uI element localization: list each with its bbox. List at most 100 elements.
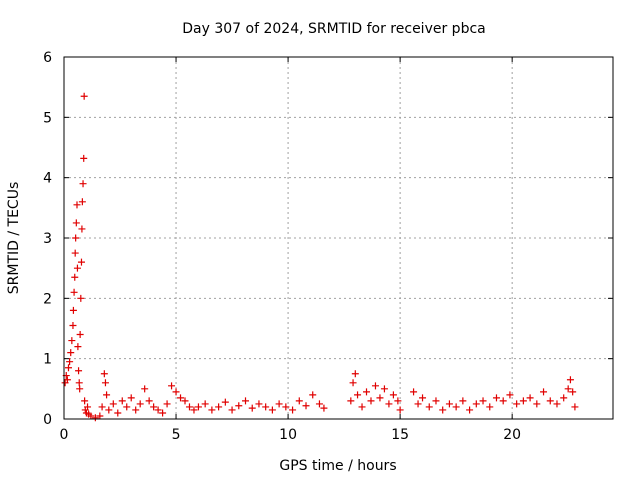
data-point xyxy=(81,397,89,405)
data-point xyxy=(309,391,317,399)
data-point xyxy=(80,154,88,162)
data-point xyxy=(414,400,422,408)
data-point xyxy=(513,400,521,408)
x-tick-label: 10 xyxy=(279,427,297,443)
data-point xyxy=(289,406,297,414)
data-point xyxy=(445,400,453,408)
data-point xyxy=(268,406,276,414)
data-point xyxy=(452,403,460,411)
data-point xyxy=(371,382,379,390)
data-point xyxy=(506,391,514,399)
data-point xyxy=(64,364,72,372)
data-point xyxy=(114,409,122,417)
data-point xyxy=(194,403,202,411)
data-point xyxy=(87,412,95,420)
data-point xyxy=(73,264,81,272)
data-point xyxy=(396,406,404,414)
data-point xyxy=(571,403,579,411)
data-point xyxy=(215,403,223,411)
y-tick-label: 5 xyxy=(43,110,52,126)
data-point xyxy=(248,404,256,412)
data-point xyxy=(419,394,427,402)
data-point xyxy=(479,397,487,405)
axis-ticks: 0 5 10 15 20 0 1 2 3 4 5 6 xyxy=(43,50,613,443)
data-point xyxy=(242,397,250,405)
data-point xyxy=(101,379,109,387)
data-point xyxy=(295,397,303,405)
data-point xyxy=(75,379,83,387)
data-point xyxy=(118,397,126,405)
data-point xyxy=(68,337,76,345)
data-point xyxy=(66,358,74,366)
data-point xyxy=(201,400,209,408)
y-tick-label: 3 xyxy=(43,231,52,247)
data-point xyxy=(150,403,158,411)
data-point xyxy=(351,370,359,378)
data-point xyxy=(499,397,507,405)
data-point xyxy=(221,398,229,406)
data-point xyxy=(72,219,80,227)
data-point xyxy=(69,321,77,329)
data-point xyxy=(136,400,144,408)
data-point xyxy=(553,400,561,408)
data-point xyxy=(275,400,283,408)
data-point xyxy=(75,367,83,375)
data-point xyxy=(98,403,106,411)
data-point xyxy=(168,382,176,390)
data-point xyxy=(235,402,243,410)
data-point xyxy=(77,294,85,302)
data-point xyxy=(71,249,79,257)
data-point xyxy=(127,394,135,402)
data-point xyxy=(159,409,167,417)
data-point xyxy=(67,349,75,357)
data-point xyxy=(109,400,117,408)
data-point xyxy=(302,402,310,410)
data-point xyxy=(566,376,574,384)
data-point xyxy=(425,403,433,411)
data-point xyxy=(394,397,402,405)
data-point xyxy=(103,391,111,399)
y-tick-label: 0 xyxy=(43,412,52,428)
data-point xyxy=(105,406,113,414)
data-point xyxy=(349,379,357,387)
data-point xyxy=(72,234,80,242)
data-point xyxy=(190,406,198,414)
data-point xyxy=(363,388,371,396)
data-point xyxy=(564,385,572,393)
data-point xyxy=(519,397,527,405)
data-point xyxy=(459,397,467,405)
data-point xyxy=(315,400,323,408)
data-point xyxy=(358,403,366,411)
data-point xyxy=(472,400,480,408)
data-point xyxy=(569,388,577,396)
y-axis-label: SRMTID / TECUs xyxy=(6,182,22,295)
data-point xyxy=(78,198,86,206)
data-point xyxy=(546,397,554,405)
data-point xyxy=(208,406,216,414)
data-point xyxy=(560,394,568,402)
data-point xyxy=(320,404,328,412)
data-point xyxy=(439,406,447,414)
data-point xyxy=(255,400,263,408)
data-point xyxy=(526,394,534,402)
data-point xyxy=(78,225,86,233)
y-tick-label: 4 xyxy=(43,171,52,187)
data-point xyxy=(347,397,355,405)
data-point xyxy=(354,391,362,399)
data-point xyxy=(96,412,104,420)
data-point xyxy=(486,403,494,411)
y-tick-label: 1 xyxy=(43,352,52,368)
data-point xyxy=(145,397,153,405)
data-point xyxy=(77,258,85,266)
data-point xyxy=(91,414,99,422)
x-tick-label: 0 xyxy=(60,427,69,443)
data-point xyxy=(367,397,375,405)
x-axis-label: GPS time / hours xyxy=(279,458,396,474)
x-tick-label: 20 xyxy=(503,427,521,443)
data-point xyxy=(73,201,81,209)
data-point xyxy=(466,406,474,414)
data-point xyxy=(228,406,236,414)
data-point xyxy=(141,385,149,393)
data-point xyxy=(154,406,162,414)
